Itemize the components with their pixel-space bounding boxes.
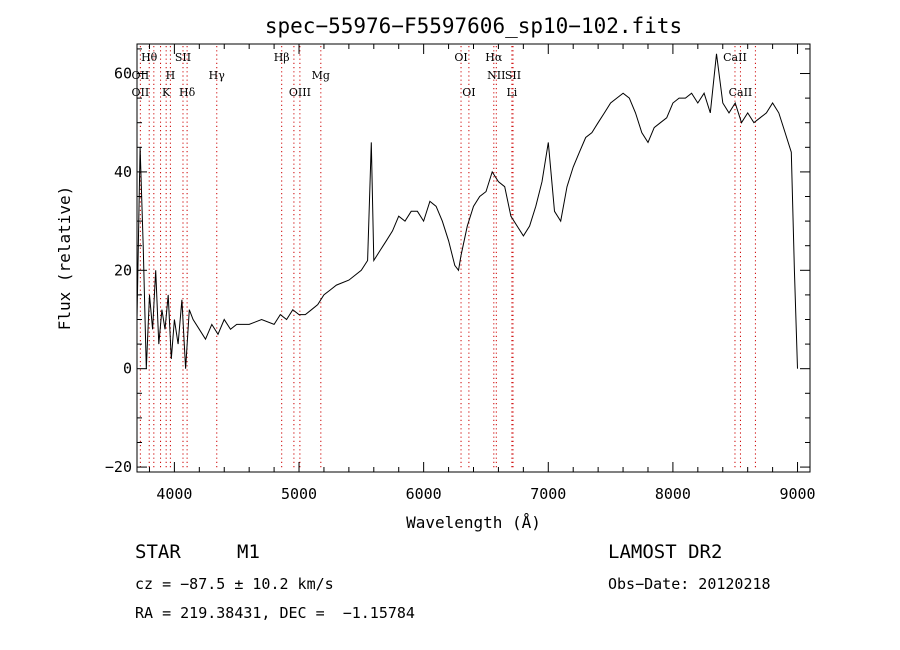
y-tick-label: 20 xyxy=(114,261,132,279)
spectral-line-label: Hα xyxy=(485,51,503,64)
spectral-line-label: SII xyxy=(505,69,521,82)
spectral-line-label: CaII xyxy=(723,51,747,64)
x-tick-label: 7000 xyxy=(530,485,566,503)
x-tick-label: 4000 xyxy=(156,485,192,503)
spectral-line-label: Hγ xyxy=(209,69,226,82)
object-class: STAR xyxy=(135,541,181,563)
spectrum-line xyxy=(136,53,798,369)
x-tick-label: 5000 xyxy=(281,485,317,503)
spectral-line-label: NII xyxy=(487,69,505,82)
spectral-line-label: OII xyxy=(132,86,150,99)
y-axis-label: Flux (relative) xyxy=(55,186,74,331)
spectral-line-label: OI xyxy=(454,51,467,64)
chart-title: spec−55976−F5597606_sp10−102.fits xyxy=(265,14,682,38)
y-tick-label: 0 xyxy=(123,360,132,378)
spectral-line-label: OI xyxy=(462,86,475,99)
spectral-line-label: H xyxy=(166,69,176,82)
object-subclass: M1 xyxy=(237,541,260,563)
x-axis-label: Wavelength (Å) xyxy=(406,513,541,532)
y-tick-label: −20 xyxy=(105,458,132,476)
x-tick-label: 8000 xyxy=(655,485,691,503)
spectral-line-label: Hθ xyxy=(141,51,158,64)
spectral-line-label: K xyxy=(162,86,171,99)
y-tick-label: 60 xyxy=(114,65,132,83)
spectral-line-label: CaII xyxy=(729,86,753,99)
spectral-line-label: SII xyxy=(175,51,191,64)
x-tick-label: 6000 xyxy=(406,485,442,503)
spectral-line-label: Mg xyxy=(312,69,330,82)
survey-label: LAMOST DR2 xyxy=(608,541,723,563)
spectral-line-label: OII xyxy=(132,69,150,82)
spectral-line-label: Hδ xyxy=(179,86,196,99)
spectral-line-label: OIII xyxy=(289,86,311,99)
redshift-text: cz = −87.5 ± 10.2 km/s xyxy=(135,575,334,593)
y-tick-label: 40 xyxy=(114,163,132,181)
spectral-line-label: Li xyxy=(506,86,517,99)
x-tick-label: 9000 xyxy=(779,485,815,503)
coordinates-text: RA = 219.38431, DEC = −1.15784 xyxy=(135,604,415,622)
spectral-line-label: Hβ xyxy=(274,51,290,64)
obs-date-text: Obs−Date: 20120218 xyxy=(608,575,771,593)
